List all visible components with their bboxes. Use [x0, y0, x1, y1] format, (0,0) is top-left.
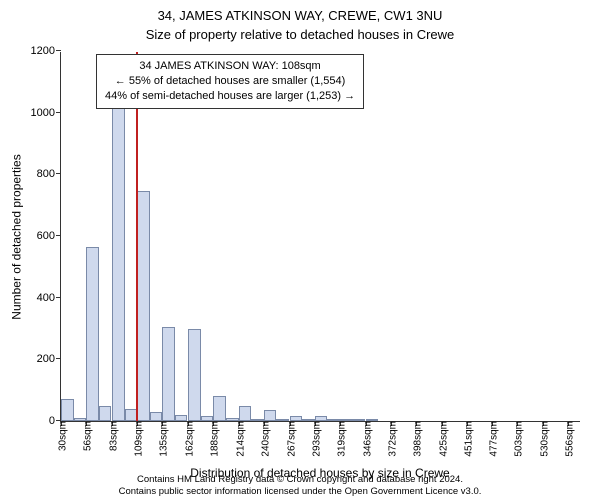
chart-titles: 34, JAMES ATKINSON WAY, CREWE, CW1 3NU S…: [0, 0, 600, 42]
xtick-label: 109sqm: [130, 421, 145, 457]
xtick-label: 162sqm: [181, 421, 196, 457]
title-main: 34, JAMES ATKINSON WAY, CREWE, CW1 3NU: [0, 0, 600, 23]
histogram-bar: [264, 410, 277, 421]
footer-line-1: Contains HM Land Registry data © Crown c…: [0, 474, 600, 486]
xtick-label: 240sqm: [256, 421, 271, 457]
xtick-label: 56sqm: [79, 421, 94, 451]
title-sub: Size of property relative to detached ho…: [0, 23, 600, 42]
histogram-bar: [137, 191, 150, 421]
xtick-label: 214sqm: [231, 421, 246, 457]
y-axis-label: Number of detached properties: [10, 52, 24, 422]
ytick-label: 1200: [31, 45, 61, 57]
property-info-box: 34 JAMES ATKINSON WAY: 108sqm ← 55% of d…: [96, 54, 364, 109]
info-line-2: ← 55% of detached houses are smaller (1,…: [105, 74, 355, 89]
histogram-bar: [239, 406, 252, 421]
ytick-label: 1000: [31, 107, 61, 119]
xtick-label: 398sqm: [409, 421, 424, 457]
histogram-bar: [61, 399, 74, 421]
xtick-label: 425sqm: [435, 421, 450, 457]
xtick-label: 346sqm: [358, 421, 373, 457]
xtick-label: 267sqm: [282, 421, 297, 457]
footer-line-2: Contains public sector information licen…: [0, 486, 600, 498]
footer-attribution: Contains HM Land Registry data © Crown c…: [0, 474, 600, 498]
histogram-bar: [188, 329, 201, 422]
xtick-label: 372sqm: [383, 421, 398, 457]
xtick-label: 477sqm: [485, 421, 500, 457]
ytick-mark: [56, 50, 61, 51]
xtick-label: 83sqm: [105, 421, 120, 451]
ytick-label: 600: [37, 230, 61, 242]
y-axis-label-text: Number of detached properties: [10, 154, 24, 319]
histogram-bar: [112, 88, 125, 421]
info-line-1: 34 JAMES ATKINSON WAY: 108sqm: [105, 59, 355, 74]
ytick-mark: [56, 112, 61, 113]
xtick-label: 530sqm: [536, 421, 551, 457]
xtick-label: 503sqm: [510, 421, 525, 457]
xtick-label: 135sqm: [155, 421, 170, 457]
histogram-bar: [213, 396, 226, 421]
histogram-bar: [99, 406, 112, 421]
xtick-label: 451sqm: [460, 421, 475, 457]
info-line-3: 44% of semi-detached houses are larger (…: [105, 89, 355, 104]
histogram-bar: [150, 412, 163, 421]
histogram-bar: [86, 247, 99, 421]
xtick-label: 319sqm: [332, 421, 347, 457]
ytick-mark: [56, 235, 61, 236]
xtick-label: 293sqm: [307, 421, 322, 457]
xtick-label: 556sqm: [561, 421, 576, 457]
ytick-mark: [56, 173, 61, 174]
ytick-label: 200: [37, 353, 61, 365]
xtick-label: 188sqm: [206, 421, 221, 457]
ytick-label: 400: [37, 292, 61, 304]
xtick-label: 30sqm: [54, 421, 69, 451]
ytick-mark: [56, 358, 61, 359]
histogram-bar: [162, 327, 175, 421]
ytick-mark: [56, 297, 61, 298]
ytick-label: 800: [37, 168, 61, 180]
